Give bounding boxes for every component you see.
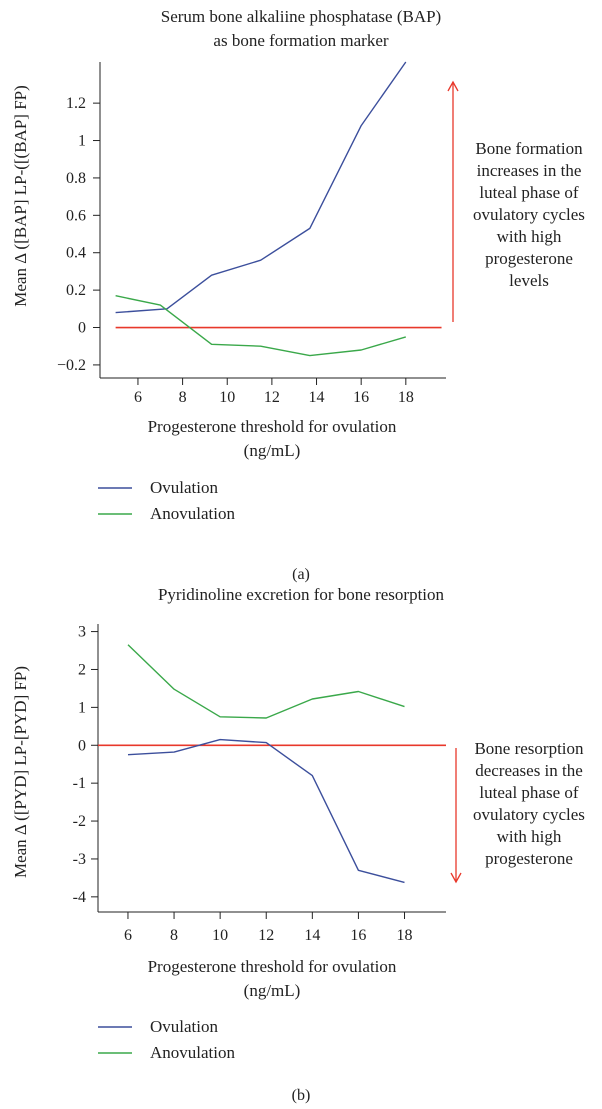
chart-title: Serum bone alkaliine phosphatase (BAP) xyxy=(161,7,441,26)
y-tick-label: 1 xyxy=(78,699,86,716)
y-tick-label: 0 xyxy=(78,320,86,337)
annotation-text: with high xyxy=(497,827,562,846)
y-axis-label: Mean Δ ([PYD] LP-[PYD] FP) xyxy=(11,666,30,878)
x-tick-label: 18 xyxy=(398,389,414,406)
annotation-text: luteal phase of xyxy=(479,783,578,802)
y-tick-label: -2 xyxy=(73,813,86,830)
annotation-arrowhead xyxy=(447,80,459,92)
series-line-anovulation xyxy=(127,644,405,719)
legend-label: Ovulation xyxy=(150,1017,218,1036)
x-axis-label: Progesterone threshold for ovulation xyxy=(148,417,397,436)
x-tick-label: 12 xyxy=(258,927,274,944)
y-tick-label: -3 xyxy=(73,851,86,868)
x-tick-label: 6 xyxy=(124,927,132,944)
annotation-arrowhead xyxy=(450,872,462,884)
legend-label: Anovulation xyxy=(150,1043,235,1062)
x-tick-label: 14 xyxy=(309,389,325,406)
x-tick-label: 14 xyxy=(304,927,320,944)
y-tick-label: 0.4 xyxy=(66,245,86,262)
y-tick-label: -4 xyxy=(73,889,86,906)
series-line-anovulation xyxy=(115,295,406,357)
x-tick-label: 6 xyxy=(134,389,142,406)
annotation-text: increases in the xyxy=(477,161,582,180)
x-tick-label: 18 xyxy=(397,927,413,944)
x-axis-label: Progesterone threshold for ovulation xyxy=(148,957,397,976)
annotation-text: levels xyxy=(509,271,549,290)
annotation-text: decreases in the xyxy=(475,761,583,780)
x-tick-label: 10 xyxy=(212,927,228,944)
y-axis-label: Mean Δ ([BAP] LP-([(BAP] FP) xyxy=(11,85,30,307)
y-tick-label: 2 xyxy=(78,661,86,678)
legend-label: Ovulation xyxy=(150,478,218,497)
annotation-text: luteal phase of xyxy=(479,183,578,202)
annotation-text: ovulatory cycles xyxy=(473,805,585,824)
x-tick-label: 8 xyxy=(170,927,178,944)
annotation-text: progesterone xyxy=(485,849,573,868)
annotation-text: progesterone xyxy=(485,249,573,268)
x-tick-label: 8 xyxy=(179,389,187,406)
annotation-text: Bone formation xyxy=(475,139,583,158)
y-tick-label: 1.2 xyxy=(66,95,86,112)
chart-title: as bone formation marker xyxy=(213,31,388,50)
y-tick-label: 0 xyxy=(78,737,86,754)
y-tick-label: −0.2 xyxy=(57,357,86,374)
y-tick-label: 1 xyxy=(78,133,86,150)
panel-label: (b) xyxy=(292,1087,311,1104)
chart-title: Pyridinoline excretion for bone resorpti… xyxy=(158,585,445,604)
x-tick-label: 10 xyxy=(219,389,235,406)
annotation-text: with high xyxy=(497,227,562,246)
x-axis-label: (ng/mL) xyxy=(244,981,301,1000)
panel-label: (a) xyxy=(292,566,310,583)
y-tick-label: 0.8 xyxy=(66,170,86,187)
series-line-ovulation xyxy=(115,61,407,314)
y-tick-label: 0.2 xyxy=(66,282,86,299)
x-tick-label: 16 xyxy=(353,389,369,406)
y-tick-label: 3 xyxy=(78,624,86,641)
x-tick-label: 16 xyxy=(350,927,366,944)
legend-label: Anovulation xyxy=(150,504,235,523)
annotation-text: Bone resorption xyxy=(474,739,584,758)
series-line-ovulation xyxy=(127,738,405,884)
x-axis-label: (ng/mL) xyxy=(244,441,301,460)
y-tick-label: 0.6 xyxy=(66,207,86,224)
x-tick-label: 12 xyxy=(264,389,280,406)
annotation-text: ovulatory cycles xyxy=(473,205,585,224)
y-tick-label: -1 xyxy=(73,775,86,792)
